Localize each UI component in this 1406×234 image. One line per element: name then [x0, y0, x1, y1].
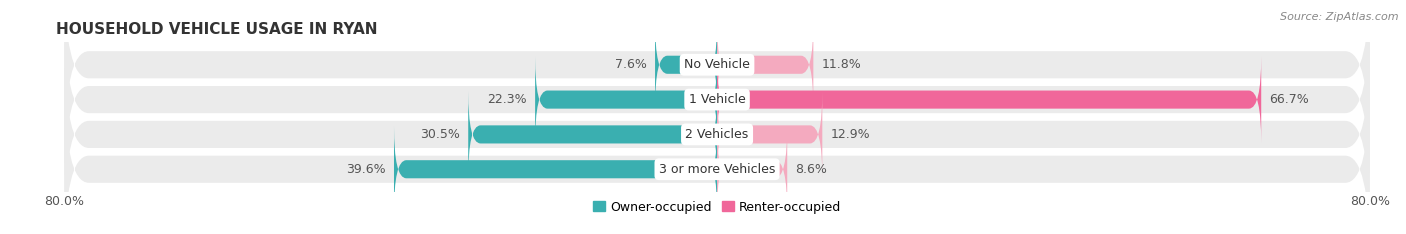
Text: No Vehicle: No Vehicle — [685, 58, 749, 71]
FancyBboxPatch shape — [717, 56, 1261, 143]
Text: 7.6%: 7.6% — [614, 58, 647, 71]
Text: 22.3%: 22.3% — [488, 93, 527, 106]
FancyBboxPatch shape — [65, 9, 1369, 190]
FancyBboxPatch shape — [65, 44, 1369, 225]
Text: 12.9%: 12.9% — [831, 128, 870, 141]
FancyBboxPatch shape — [394, 126, 717, 212]
Text: 30.5%: 30.5% — [420, 128, 460, 141]
FancyBboxPatch shape — [65, 78, 1369, 234]
FancyBboxPatch shape — [717, 126, 787, 212]
Text: 3 or more Vehicles: 3 or more Vehicles — [659, 163, 775, 176]
FancyBboxPatch shape — [468, 91, 717, 178]
FancyBboxPatch shape — [655, 22, 717, 108]
Text: 8.6%: 8.6% — [796, 163, 827, 176]
Text: 11.8%: 11.8% — [821, 58, 862, 71]
Text: 1 Vehicle: 1 Vehicle — [689, 93, 745, 106]
Text: 2 Vehicles: 2 Vehicles — [686, 128, 748, 141]
FancyBboxPatch shape — [65, 0, 1369, 156]
Text: 66.7%: 66.7% — [1270, 93, 1309, 106]
FancyBboxPatch shape — [536, 56, 717, 143]
Text: 39.6%: 39.6% — [346, 163, 385, 176]
Text: Source: ZipAtlas.com: Source: ZipAtlas.com — [1281, 12, 1399, 22]
FancyBboxPatch shape — [717, 22, 813, 108]
FancyBboxPatch shape — [717, 91, 823, 178]
Text: HOUSEHOLD VEHICLE USAGE IN RYAN: HOUSEHOLD VEHICLE USAGE IN RYAN — [56, 22, 378, 37]
Legend: Owner-occupied, Renter-occupied: Owner-occupied, Renter-occupied — [588, 196, 846, 219]
